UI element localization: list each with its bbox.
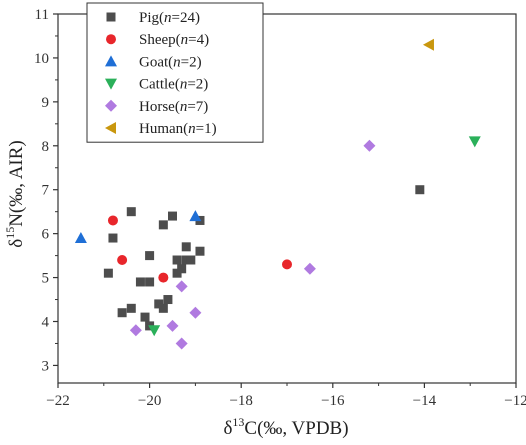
- horse-point: [175, 280, 188, 293]
- y-tick-label: 3: [42, 358, 50, 374]
- x-tick-label: −12: [504, 393, 526, 409]
- pig-point: [172, 255, 182, 265]
- horse-point: [303, 262, 316, 275]
- data-points: [74, 38, 481, 350]
- legend-marker-human: [105, 122, 116, 134]
- legend-marker-cattle: [105, 78, 117, 90]
- horse-point: [363, 139, 376, 152]
- y-tick-label: 7: [42, 183, 50, 199]
- y-tick-label: 10: [34, 51, 49, 67]
- legend-box: [86, 2, 264, 143]
- pig-point: [145, 277, 155, 287]
- legend: Pig(n=24) Sheep(n=4) Goat(n=2) Cattle(n=2) H…: [86, 2, 264, 143]
- legend-marker-sheep: [106, 34, 116, 45]
- pig-point: [145, 251, 155, 261]
- x-tick-label: −22: [46, 393, 69, 409]
- pig-point: [108, 233, 118, 243]
- y-tick-label: 4: [42, 315, 50, 331]
- sheep-point: [107, 215, 118, 226]
- pig-point: [103, 268, 113, 278]
- goat-point: [189, 210, 202, 222]
- x-tick-label: −20: [138, 393, 161, 409]
- ticks: −22 −20 −18 −16 −14 −12 3 4 5 6 7 8 9 10 11: [34, 7, 526, 409]
- pig-point: [195, 246, 205, 256]
- human-point: [422, 38, 434, 51]
- y-tick-label: 8: [42, 139, 50, 155]
- y-tick-label: 6: [42, 227, 50, 243]
- goat-point: [74, 232, 87, 244]
- legend-label-goat: Goat(n=2): [139, 54, 202, 70]
- legend-label-horse: Horse(n=7): [139, 99, 208, 115]
- x-axis-title: δ13C(‰, VPDB): [223, 415, 348, 439]
- pig-point: [177, 264, 187, 274]
- y-tick-label: 11: [35, 7, 49, 23]
- legend-marker-goat: [105, 55, 117, 67]
- legend-marker-pig: [106, 12, 116, 22]
- legend-marker-horse: [105, 99, 117, 112]
- pig-point: [172, 268, 182, 278]
- cattle-point: [148, 325, 161, 337]
- pig-point: [117, 308, 127, 318]
- pig-point: [135, 277, 145, 287]
- legend-label-pig: Pig(n=24): [139, 10, 200, 26]
- legend-label-human: Human(n=1): [139, 121, 217, 137]
- horse-point: [189, 306, 202, 319]
- sheep-point: [282, 259, 292, 270]
- pig-point: [415, 185, 425, 195]
- pig-point: [126, 207, 136, 217]
- horse-point: [129, 324, 142, 337]
- pig-point: [126, 303, 136, 313]
- horse-point: [166, 319, 179, 332]
- pig-point: [158, 220, 168, 230]
- legend-label-cattle: Cattle(n=2): [139, 77, 208, 93]
- pig-point: [186, 255, 196, 265]
- x-tick-label: −18: [229, 393, 252, 409]
- horse-point: [175, 337, 188, 350]
- pig-point: [168, 211, 177, 221]
- sheep-point: [117, 255, 128, 265]
- y-tick-label: 5: [42, 271, 50, 287]
- sheep-point: [158, 272, 169, 283]
- cattle-point: [468, 136, 481, 148]
- pig-point: [158, 303, 168, 313]
- x-tick-label: −14: [413, 393, 437, 409]
- x-tick-label: −16: [321, 393, 345, 409]
- y-axis-title: δ15N(‰, AIR): [3, 140, 27, 248]
- pig-point: [140, 312, 150, 322]
- pig-point: [154, 299, 164, 309]
- pig-point: [163, 295, 173, 305]
- pig-point: [181, 255, 191, 265]
- y-tick-label: 9: [42, 95, 50, 111]
- legend-label-sheep: Sheep(n=4): [139, 32, 209, 48]
- pig-point: [181, 242, 191, 252]
